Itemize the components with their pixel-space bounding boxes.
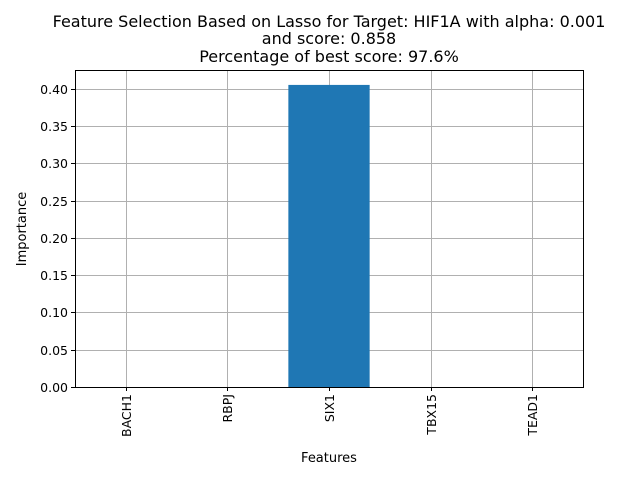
x-axis-label: Features [301,451,357,466]
chart-title-line-1: Feature Selection Based on Lasso for Tar… [53,12,606,31]
y-tick-label: 0.40 [40,82,68,97]
y-axis-label: Importance [15,192,30,267]
y-tick-label: 0.20 [40,231,68,246]
y-tick-label: 0.15 [40,268,68,283]
x-tick-label-bach1: BACH1 [119,394,134,437]
chart-title-line-2: and score: 0.858 [262,29,396,48]
x-tick-label-six1: SIX1 [322,394,337,422]
bars [288,84,370,387]
y-tick-label: 0.05 [40,343,68,358]
y-tick-label: 0.30 [40,156,68,171]
ticks: 0.00 0.05 0.10 0.15 0.20 0.25 0.30 0.35 0.40 BACH… [40,82,540,437]
x-tick-label-tead1: TEAD1 [525,394,540,437]
bar-six1 [288,84,370,387]
chart-title-line-3: Percentage of best score: 97.6% [199,47,459,66]
x-tick-label-tbx15: TBX15 [424,394,439,436]
y-tick-label: 0.00 [40,380,68,395]
x-tick-label-rbpj: RBPJ [220,394,235,423]
y-tick-label: 0.25 [40,194,68,209]
y-tick-label: 0.35 [40,119,68,134]
y-tick-label: 0.10 [40,305,68,320]
